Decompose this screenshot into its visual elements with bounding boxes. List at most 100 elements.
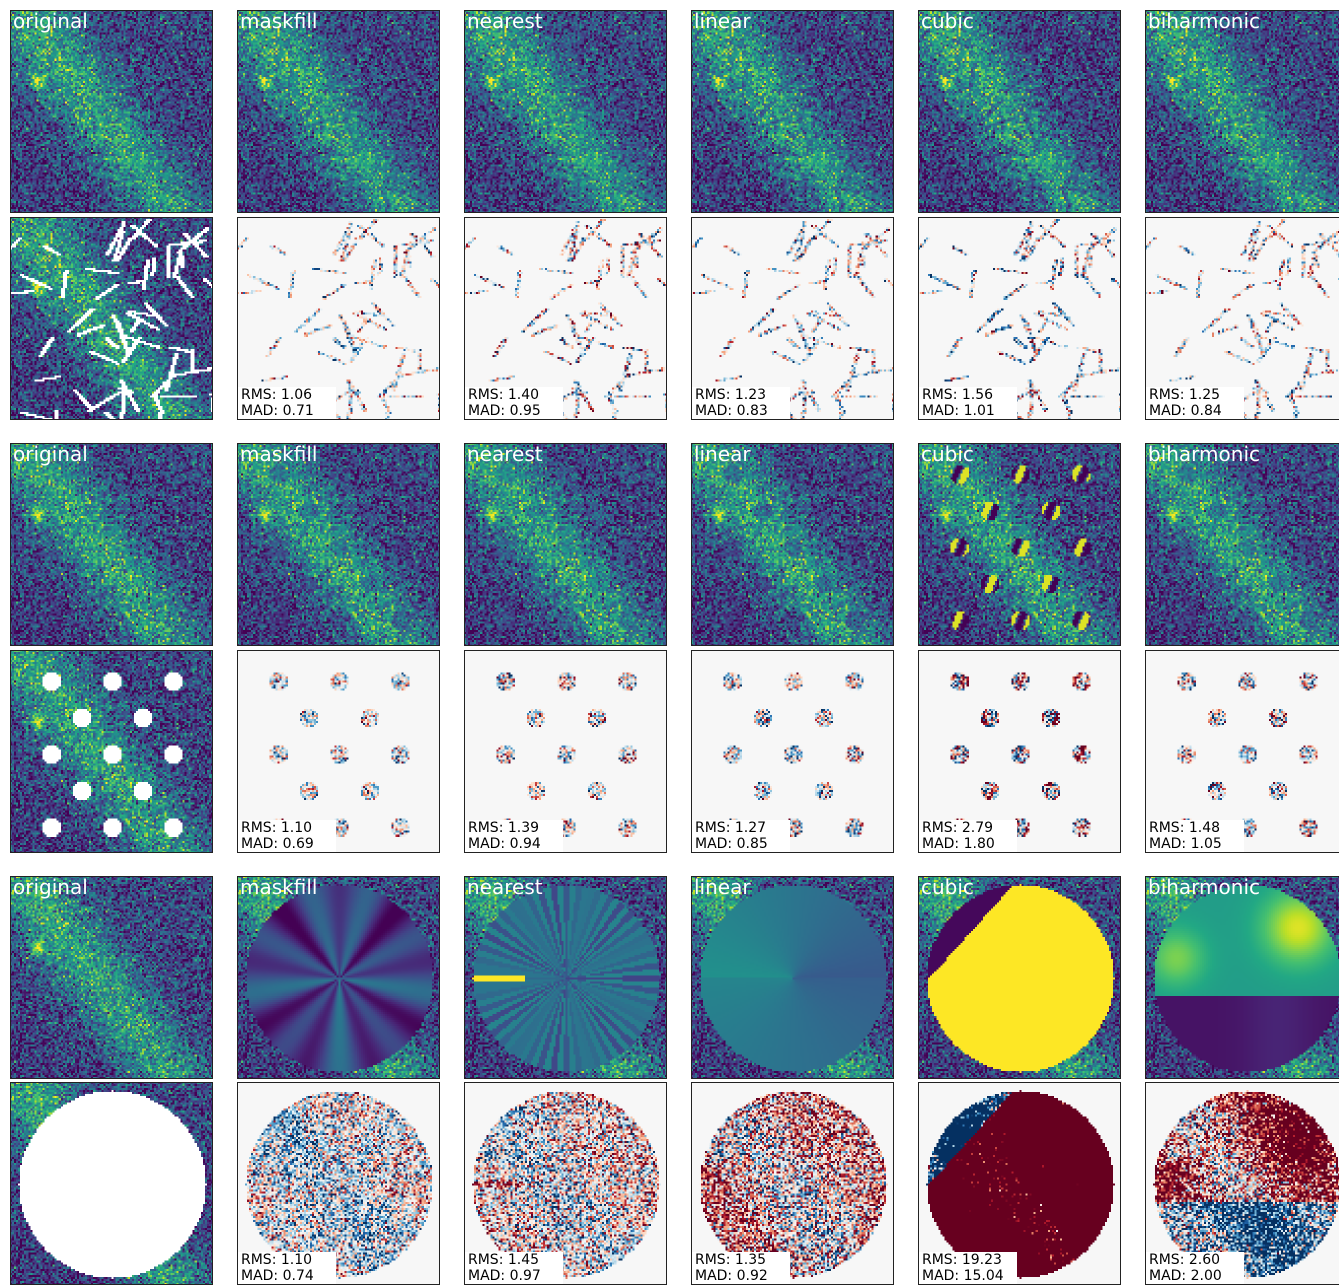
rms-value: RMS: 1.39 [468,820,540,836]
residual-panel-cubic-set-3: RMS: 19.23 MAD: 15.04 [918,1082,1121,1285]
mad-value: MAD: 0.83 [695,403,768,419]
mask-panel-set-1 [10,217,213,420]
heatmap-image [691,876,894,1079]
heatmap-image [1145,443,1339,646]
method-label: original [13,10,88,33]
image-panel-cubic-set-1: cubic [918,10,1121,213]
rms-value: RMS: 1.06 [241,387,313,403]
heatmap-image [10,217,213,420]
heatmap-image [918,217,1121,420]
rms-value: RMS: 1.23 [695,387,767,403]
image-panel-maskfill-set-3: maskfill [237,876,440,1079]
image-panel-original-set-3: original [10,876,213,1079]
image-panel-linear-set-3: linear [691,876,894,1079]
heatmap-image [237,1082,440,1285]
error-stats: RMS: 19.23 MAD: 15.04 [919,1252,1017,1284]
rms-value: RMS: 1.25 [1149,387,1221,403]
heatmap-image [1145,10,1339,213]
residual-panel-biharmonic-set-3: RMS: 2.60 MAD: 2.00 [1145,1082,1339,1285]
image-panel-cubic-set-2: cubic [918,443,1121,646]
heatmap-image [10,650,213,853]
mad-value: MAD: 15.04 [922,1268,1004,1284]
method-label: linear [694,876,751,899]
heatmap-image [237,217,440,420]
residual-panel-nearest-set-1: RMS: 1.40 MAD: 0.95 [464,217,667,420]
residual-panel-biharmonic-set-1: RMS: 1.25 MAD: 0.84 [1145,217,1339,420]
error-stats: RMS: 1.48 MAD: 1.05 [1146,820,1244,852]
residual-panel-nearest-set-3: RMS: 1.45 MAD: 0.97 [464,1082,667,1285]
rms-value: RMS: 1.56 [922,387,994,403]
heatmap-image [691,217,894,420]
mad-value: MAD: 0.97 [468,1268,541,1284]
residual-panel-maskfill-set-1: RMS: 1.06 MAD: 0.71 [237,217,440,420]
heatmap-image [237,876,440,1079]
method-label: cubic [921,443,974,466]
method-label: biharmonic [1148,10,1261,33]
heatmap-image [691,443,894,646]
rms-value: RMS: 1.10 [241,1252,313,1268]
heatmap-image [237,650,440,853]
image-panel-nearest-set-3: nearest [464,876,667,1079]
rms-value: RMS: 1.48 [1149,820,1221,836]
heatmap-image [1145,650,1339,853]
method-label: cubic [921,876,974,899]
method-label: linear [694,10,751,33]
heatmap-image [10,876,213,1079]
rms-value: RMS: 1.35 [695,1252,767,1268]
image-panel-original-set-1: original [10,10,213,213]
image-panel-maskfill-set-2: maskfill [237,443,440,646]
rms-value: RMS: 1.40 [468,387,540,403]
method-label: linear [694,443,751,466]
heatmap-image [918,10,1121,213]
heatmap-image [1145,217,1339,420]
error-stats: RMS: 1.27 MAD: 0.85 [692,820,790,852]
mask-panel-set-3 [10,1082,213,1285]
heatmap-image [237,10,440,213]
method-label: nearest [467,876,543,899]
residual-panel-cubic-set-1: RMS: 1.56 MAD: 1.01 [918,217,1121,420]
method-label: maskfill [240,876,318,899]
rms-value: RMS: 2.60 [1149,1252,1221,1268]
heatmap-image [464,876,667,1079]
image-panel-biharmonic-set-2: biharmonic [1145,443,1339,646]
residual-panel-maskfill-set-2: RMS: 1.10 MAD: 0.69 [237,650,440,853]
mad-value: MAD: 1.01 [922,403,995,419]
rms-value: RMS: 1.10 [241,820,313,836]
image-panel-biharmonic-set-1: biharmonic [1145,10,1339,213]
image-panel-nearest-set-1: nearest [464,10,667,213]
heatmap-image [237,443,440,646]
rms-value: RMS: 1.27 [695,820,767,836]
image-panel-original-set-2: original [10,443,213,646]
residual-panel-linear-set-1: RMS: 1.23 MAD: 0.83 [691,217,894,420]
error-stats: RMS: 1.40 MAD: 0.95 [465,387,563,419]
heatmap-image [1145,876,1339,1079]
mad-value: MAD: 0.71 [241,403,314,419]
heatmap-image [918,443,1121,646]
heatmap-image [1145,1082,1339,1285]
rms-value: RMS: 19.23 [922,1252,1002,1268]
method-label: nearest [467,443,543,466]
method-label: maskfill [240,10,318,33]
heatmap-image [464,443,667,646]
method-label: cubic [921,10,974,33]
mad-value: MAD: 0.74 [241,1268,314,1284]
mad-value: MAD: 2.00 [1149,1268,1222,1284]
mad-value: MAD: 0.95 [468,403,541,419]
residual-panel-biharmonic-set-2: RMS: 1.48 MAD: 1.05 [1145,650,1339,853]
error-stats: RMS: 1.35 MAD: 0.92 [692,1252,790,1284]
heatmap-image [10,10,213,213]
residual-panel-nearest-set-2: RMS: 1.39 MAD: 0.94 [464,650,667,853]
mad-value: MAD: 1.05 [1149,836,1222,852]
method-label: original [13,876,88,899]
heatmap-image [691,650,894,853]
mask-panel-set-2 [10,650,213,853]
error-stats: RMS: 1.25 MAD: 0.84 [1146,387,1244,419]
mad-value: MAD: 1.80 [922,836,995,852]
rms-value: RMS: 2.79 [922,820,994,836]
heatmap-image [464,10,667,213]
heatmap-image [918,876,1121,1079]
mad-value: MAD: 0.92 [695,1268,768,1284]
error-stats: RMS: 1.06 MAD: 0.71 [238,387,336,419]
rms-value: RMS: 1.45 [468,1252,540,1268]
